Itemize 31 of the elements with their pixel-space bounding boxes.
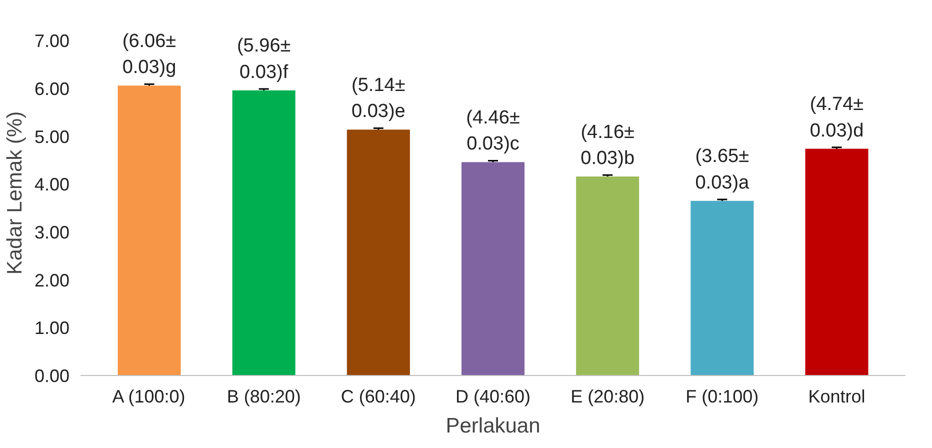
data-label: (4.46± 0.03)c (466, 107, 520, 155)
bar (690, 200, 754, 376)
y-tick-label: 6.00 (34, 78, 70, 99)
y-tick-label: 7.00 (34, 31, 70, 52)
y-tick-label: 3.00 (34, 222, 70, 242)
x-tick-label: A (100:0) (112, 386, 186, 406)
x-tick-label: Kontrol (808, 386, 866, 406)
bar (805, 148, 868, 376)
data-label: (6.06± 0.03)g (122, 30, 176, 78)
y-axis-title: Kadar Lemak (%) (3, 111, 26, 275)
y-tick-label: 0.00 (34, 366, 70, 386)
x-tick-label: C (60:40) (340, 386, 416, 406)
bar (576, 176, 640, 376)
data-label: (4.74± 0.03)d (810, 94, 864, 142)
data-label: (3.65± 0.03)a (695, 146, 750, 194)
y-tick-label: 4.00 (34, 174, 70, 195)
x-tick-label: E (20:80) (570, 386, 645, 406)
bar (346, 130, 410, 376)
y-tick-label: 2.00 (34, 270, 70, 290)
bar (118, 86, 181, 376)
data-label: (5.14± 0.03)e (351, 74, 406, 122)
y-tick-label: 1.00 (34, 318, 70, 338)
data-label: (5.96± 0.03)f (236, 36, 291, 83)
y-tick-label: 5.00 (34, 126, 70, 147)
x-tick-label: B (80:20) (226, 386, 301, 406)
x-tick-label: D (40:60) (455, 386, 531, 406)
x-tick-label: F (0:100) (686, 386, 759, 406)
data-label: (4.16± 0.03)b (580, 122, 635, 170)
x-axis-title: Perlakuan (446, 414, 540, 438)
bar (232, 90, 296, 376)
bar (461, 162, 525, 376)
